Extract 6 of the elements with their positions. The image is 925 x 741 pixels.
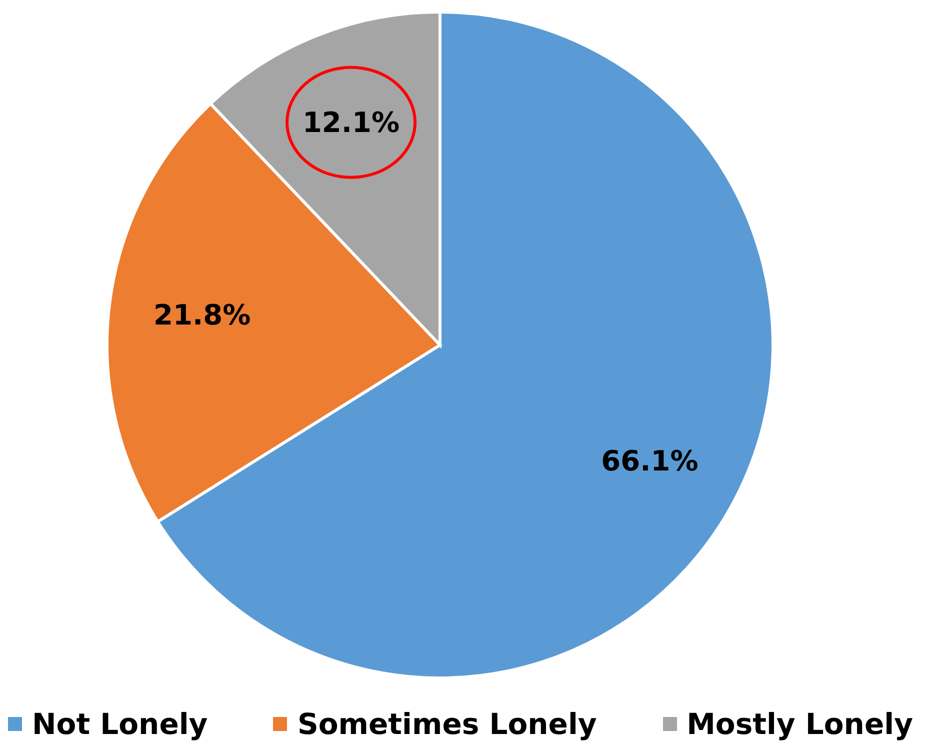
data-label: 66.1% [601, 444, 698, 478]
legend-label: Sometimes Lonely [296, 707, 597, 741]
legend-label: Mostly Lonely [686, 707, 913, 741]
data-label: 12.1% [302, 106, 400, 139]
legend-label: Not Lonely [31, 707, 208, 741]
data-label: 21.8% [154, 298, 251, 332]
